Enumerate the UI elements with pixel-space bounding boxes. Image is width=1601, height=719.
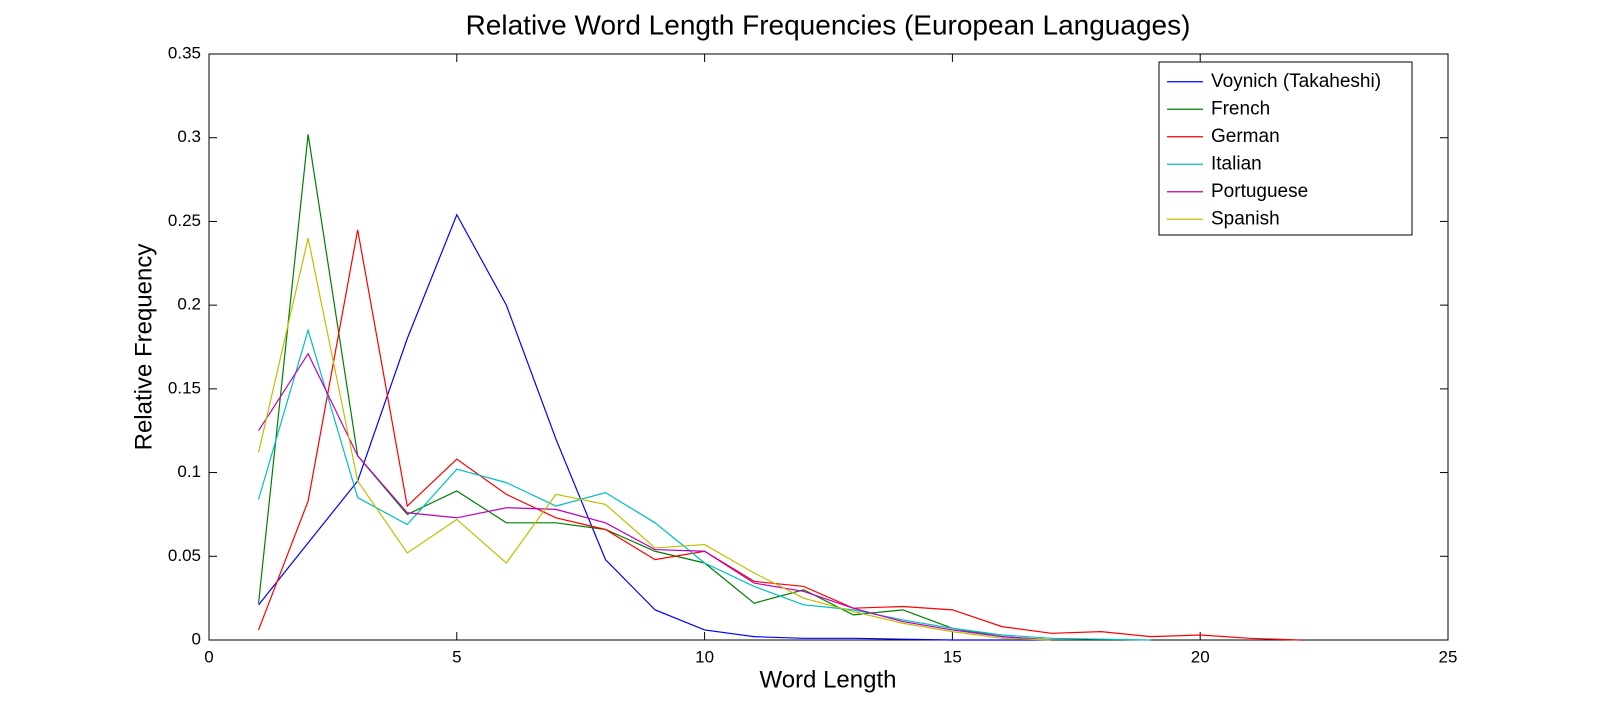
x-tick-label: 10 xyxy=(695,647,714,666)
legend-box xyxy=(1158,61,1413,236)
series-line xyxy=(257,134,1052,641)
series-line xyxy=(257,328,1151,641)
series-line xyxy=(257,238,1052,641)
chart-title: Relative Word Length Frequencies (Europe… xyxy=(466,9,1191,40)
y-axis-label: Relative Frequency xyxy=(130,244,157,451)
y-tick-label: 0.3 xyxy=(177,127,201,146)
series-line xyxy=(257,229,1300,641)
y-tick-label: 0.1 xyxy=(177,462,201,481)
x-tick-label: 25 xyxy=(1439,647,1458,666)
y-tick-label: 0.2 xyxy=(177,295,201,314)
legend-label: German xyxy=(1211,126,1280,147)
series-line xyxy=(258,213,1052,641)
y-tick-label: 0.15 xyxy=(168,378,201,397)
legend-label: Portuguese xyxy=(1211,181,1308,202)
y-tick-label: 0.05 xyxy=(168,546,201,565)
y-tick-label: 0.25 xyxy=(168,211,201,230)
y-tick-label: 0.35 xyxy=(168,43,201,62)
series-line xyxy=(258,352,1052,641)
x-tick-label: 5 xyxy=(452,647,461,666)
legend-label: Italian xyxy=(1211,153,1262,174)
x-tick-label: 20 xyxy=(1191,647,1210,666)
legend-label: French xyxy=(1211,98,1270,119)
y-tick-label: 0 xyxy=(192,629,201,648)
x-axis-label: Word Length xyxy=(760,666,897,693)
legend-label: Voynich (Takaheshi) xyxy=(1211,71,1381,92)
x-tick-label: 15 xyxy=(943,647,962,666)
x-tick-label: 0 xyxy=(204,647,213,666)
legend-label: Spanish xyxy=(1211,208,1280,229)
